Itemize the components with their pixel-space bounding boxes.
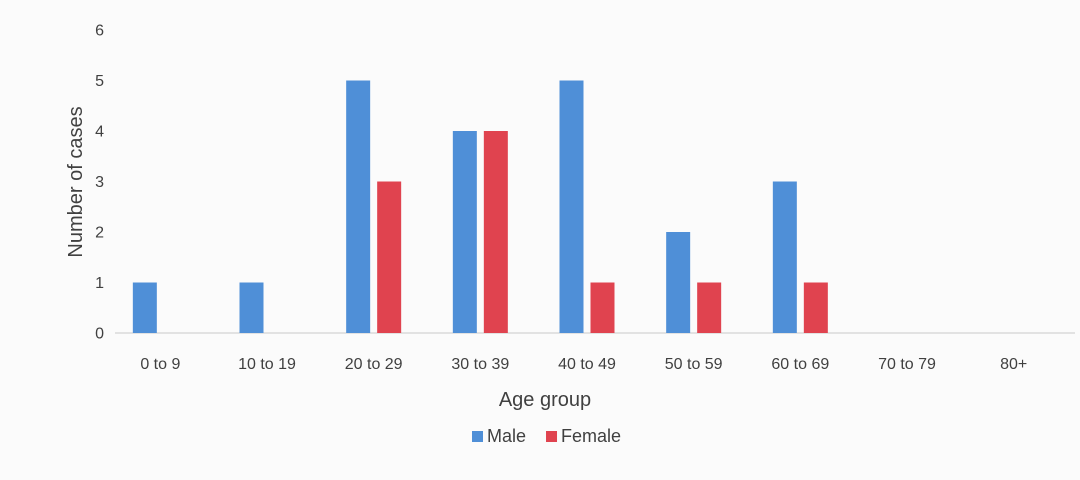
x-tick-label: 10 to 19: [238, 356, 296, 373]
y-tick-label: 3: [95, 174, 104, 191]
x-tick-label: 40 to 49: [558, 356, 616, 373]
y-tick-label: 5: [95, 73, 104, 90]
bars: [132, 80, 828, 333]
bar-male: [132, 282, 157, 333]
x-axis-ticks: 0 to 9 10 to 19 20 to 29 30 to 39 40 to 49 50…: [140, 356, 1027, 373]
bar-male: [559, 80, 584, 333]
x-tick-label: 80+: [1000, 356, 1027, 373]
legend-label: Female: [561, 426, 621, 446]
y-tick-label: 6: [95, 23, 104, 40]
x-tick-label: 60 to 69: [771, 356, 829, 373]
x-tick-label: 20 to 29: [345, 356, 403, 373]
y-tick-label: 1: [95, 275, 104, 292]
bar-male: [772, 181, 797, 333]
bar-male: [346, 80, 371, 333]
x-tick-label: 50 to 59: [665, 356, 723, 373]
bar-female: [803, 282, 828, 333]
x-tick-label: 30 to 39: [451, 356, 509, 373]
legend-label: Male: [487, 426, 526, 446]
bar-male: [239, 282, 264, 333]
y-axis-ticks: 0 1 2 3 4 5 6: [95, 23, 104, 343]
legend: Male Female: [472, 426, 621, 446]
x-axis-title: Age group: [499, 389, 591, 411]
bar-female: [697, 282, 722, 333]
x-tick-label: 0 to 9: [140, 356, 180, 373]
bar-female: [377, 181, 402, 333]
bar-male: [666, 232, 691, 333]
y-axis-title: Number of cases: [65, 106, 87, 257]
y-tick-label: 0: [95, 326, 104, 343]
y-tick-label: 2: [95, 225, 104, 242]
bar-male: [452, 131, 477, 333]
y-tick-label: 4: [95, 124, 104, 141]
x-tick-label: 70 to 79: [878, 356, 936, 373]
legend-swatch: [472, 431, 483, 442]
bar-female: [483, 131, 508, 333]
legend-swatch: [546, 431, 558, 442]
bar-female: [590, 282, 615, 333]
